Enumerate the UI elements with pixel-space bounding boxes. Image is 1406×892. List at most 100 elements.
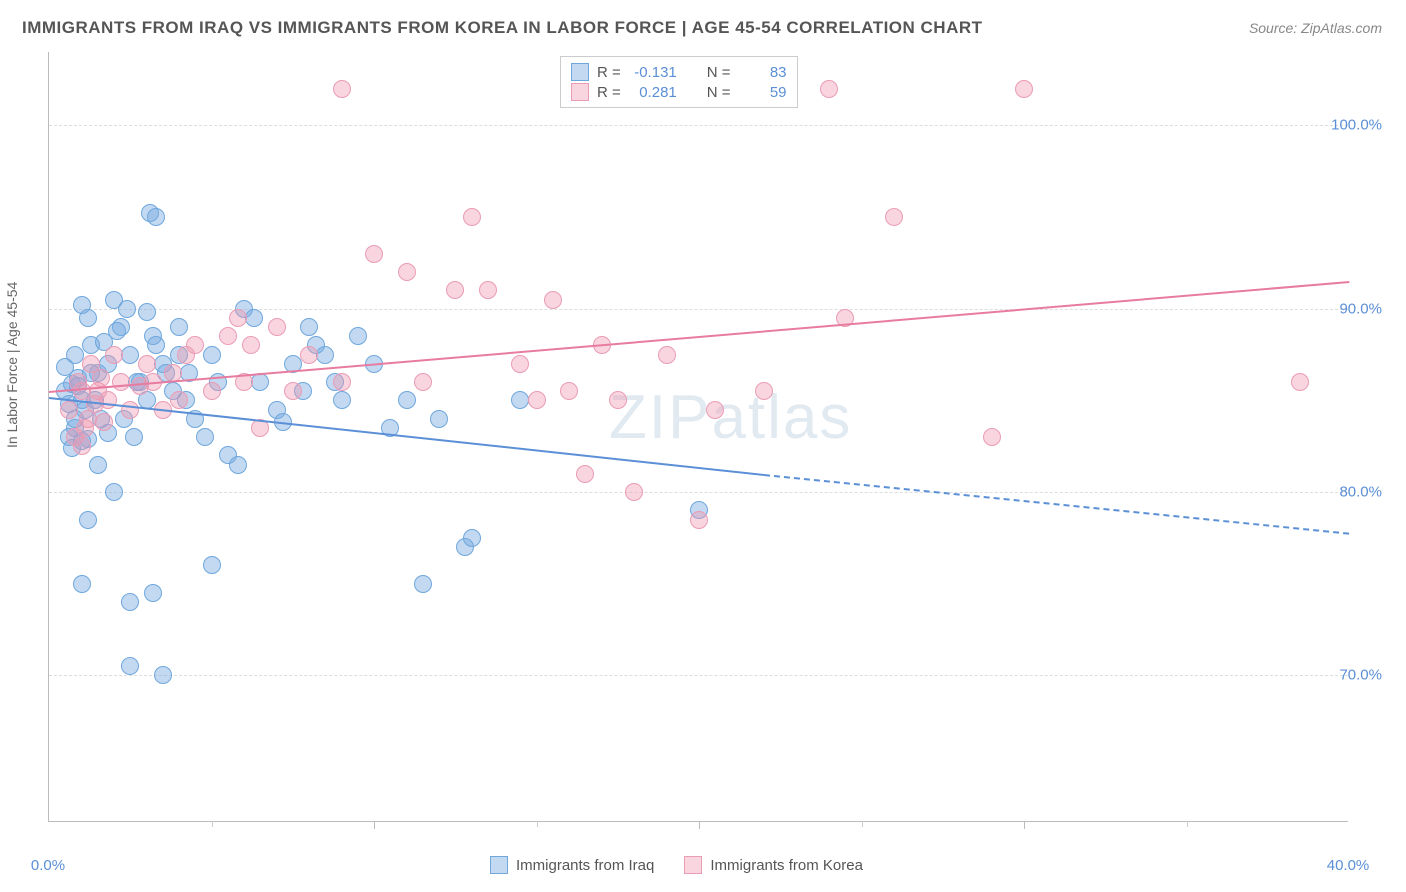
scatter-point — [268, 318, 286, 336]
trend-line — [49, 281, 1349, 393]
legend-item: Immigrants from Korea — [684, 856, 863, 874]
scatter-point — [79, 511, 97, 529]
scatter-point — [333, 391, 351, 409]
x-tick — [374, 821, 375, 829]
y-tick-label: 100.0% — [1331, 117, 1382, 134]
scatter-point — [658, 346, 676, 364]
scatter-point — [229, 309, 247, 327]
x-tick-minor — [862, 821, 863, 827]
trend-line-dashed — [764, 474, 1349, 535]
scatter-point — [186, 336, 204, 354]
stat-value-r: -0.131 — [629, 64, 677, 81]
scatter-point — [430, 410, 448, 428]
scatter-point — [73, 437, 91, 455]
legend-swatch — [571, 63, 589, 81]
scatter-point — [203, 556, 221, 574]
scatter-point — [105, 483, 123, 501]
stat-label-n: N = — [707, 64, 731, 81]
scatter-point — [690, 511, 708, 529]
x-tick-label: 0.0% — [31, 857, 65, 874]
legend-stats-box: R = -0.131 N = 83 R = 0.281 N = 59 — [560, 56, 798, 108]
scatter-point — [1291, 373, 1309, 391]
scatter-point — [300, 318, 318, 336]
x-tick-minor — [212, 821, 213, 827]
scatter-point — [95, 413, 113, 431]
scatter-point — [398, 391, 416, 409]
scatter-point — [284, 382, 302, 400]
scatter-point — [463, 529, 481, 547]
scatter-point — [147, 208, 165, 226]
gridline-h — [49, 675, 1348, 676]
legend-stat-row: R = 0.281 N = 59 — [571, 83, 787, 101]
stat-value-r: 0.281 — [629, 84, 677, 101]
y-tick-label: 70.0% — [1339, 667, 1382, 684]
scatter-point — [446, 281, 464, 299]
x-tick — [699, 821, 700, 829]
scatter-point — [333, 80, 351, 98]
scatter-point — [528, 391, 546, 409]
scatter-point — [170, 318, 188, 336]
scatter-point — [108, 322, 126, 340]
scatter-point — [625, 483, 643, 501]
scatter-point — [398, 263, 416, 281]
scatter-point — [121, 657, 139, 675]
scatter-point — [414, 575, 432, 593]
scatter-point — [609, 391, 627, 409]
legend-swatch — [490, 856, 508, 874]
chart-title: IMMIGRANTS FROM IRAQ VS IMMIGRANTS FROM … — [22, 18, 983, 38]
scatter-point — [242, 336, 260, 354]
scatter-point — [479, 281, 497, 299]
x-tick-label: 40.0% — [1327, 857, 1370, 874]
legend-swatch — [571, 83, 589, 101]
scatter-point — [560, 382, 578, 400]
scatter-point — [73, 575, 91, 593]
stat-label-r: R = — [597, 64, 621, 81]
scatter-point — [251, 373, 269, 391]
plot-area: ZIPatlas — [48, 52, 1348, 822]
scatter-point — [92, 369, 110, 387]
scatter-point — [820, 80, 838, 98]
scatter-point — [511, 355, 529, 373]
scatter-point — [76, 419, 94, 437]
scatter-point — [229, 456, 247, 474]
scatter-point — [89, 456, 107, 474]
scatter-point — [365, 245, 383, 263]
gridline-h — [49, 125, 1348, 126]
scatter-point — [349, 327, 367, 345]
scatter-point — [983, 428, 1001, 446]
scatter-point — [1015, 80, 1033, 98]
x-tick-minor — [537, 821, 538, 827]
scatter-point — [121, 401, 139, 419]
scatter-point — [144, 584, 162, 602]
scatter-point — [755, 382, 773, 400]
source-label: Source: ZipAtlas.com — [1249, 20, 1382, 36]
x-tick-minor — [1187, 821, 1188, 827]
scatter-point — [414, 373, 432, 391]
stat-value-n: 83 — [739, 64, 787, 81]
legend-label: Immigrants from Iraq — [516, 857, 654, 874]
gridline-h — [49, 492, 1348, 493]
scatter-point — [203, 382, 221, 400]
scatter-point — [196, 428, 214, 446]
scatter-point — [105, 346, 123, 364]
stat-value-n: 59 — [739, 84, 787, 101]
scatter-point — [154, 666, 172, 684]
scatter-point — [121, 346, 139, 364]
scatter-point — [544, 291, 562, 309]
scatter-point — [99, 391, 117, 409]
scatter-point — [125, 428, 143, 446]
legend-label: Immigrants from Korea — [710, 857, 863, 874]
stat-label-n: N = — [707, 84, 731, 101]
legend-item: Immigrants from Iraq — [490, 856, 654, 874]
scatter-point — [118, 300, 136, 318]
legend-series: Immigrants from Iraq Immigrants from Kore… — [490, 856, 863, 874]
scatter-point — [73, 296, 91, 314]
chart-container: IMMIGRANTS FROM IRAQ VS IMMIGRANTS FROM … — [0, 0, 1406, 892]
watermark: ZIPatlas — [609, 382, 852, 453]
legend-swatch — [684, 856, 702, 874]
legend-stat-row: R = -0.131 N = 83 — [571, 63, 787, 81]
scatter-point — [300, 346, 318, 364]
y-axis-title: In Labor Force | Age 45-54 — [4, 282, 20, 448]
scatter-point — [170, 391, 188, 409]
stat-label-r: R = — [597, 84, 621, 101]
